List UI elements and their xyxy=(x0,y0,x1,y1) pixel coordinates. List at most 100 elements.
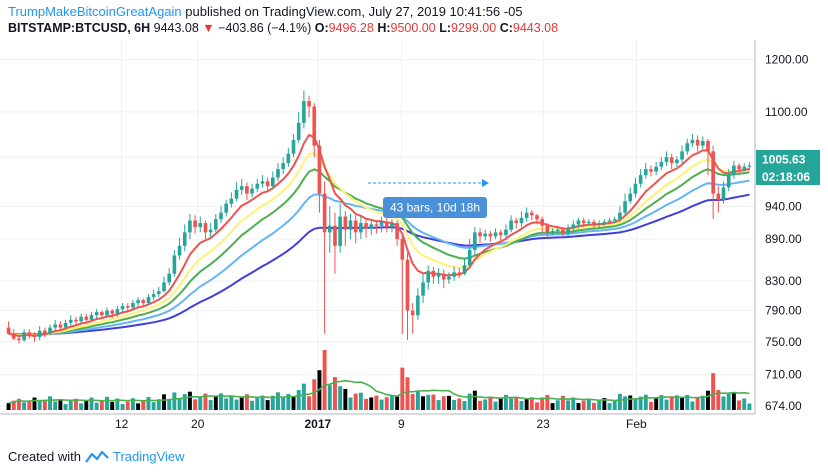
candle-body xyxy=(348,220,353,230)
volume-bar xyxy=(576,403,581,410)
candle-body xyxy=(177,245,182,256)
volume-bar xyxy=(550,403,555,410)
volume-bar xyxy=(493,401,498,410)
volume-bar xyxy=(410,394,415,410)
volume-bar xyxy=(488,396,493,410)
tradingview-brand[interactable]: TradingView xyxy=(112,449,185,464)
candle-body xyxy=(416,295,420,316)
volume-bar xyxy=(260,395,265,410)
candle-body xyxy=(182,232,187,246)
candle-body xyxy=(374,224,379,226)
candle-body xyxy=(612,219,617,221)
time-axis[interactable]: 12 20 2017 9 23 Feb xyxy=(115,417,647,431)
volume-bar xyxy=(16,398,21,410)
candle-body xyxy=(53,324,58,328)
volume-bar xyxy=(338,386,343,410)
volume-bar xyxy=(592,402,596,410)
volume-bar xyxy=(53,401,58,410)
candle-body xyxy=(467,249,472,266)
volume-bar xyxy=(643,394,648,410)
candle-body xyxy=(597,223,601,225)
candle-body xyxy=(586,221,591,224)
candle-body xyxy=(270,177,275,187)
candle-body xyxy=(141,300,146,304)
volume-bar xyxy=(535,402,539,410)
candle-body xyxy=(136,300,140,304)
volume-bar xyxy=(462,401,467,410)
candles xyxy=(6,90,752,344)
volume-bar xyxy=(503,394,508,410)
candle-body xyxy=(224,203,228,213)
measure-tool[interactable]: 43 bars, 10d 18h xyxy=(368,179,489,218)
volume-bar xyxy=(695,397,700,410)
volume-bar xyxy=(27,400,32,410)
ohlc-legend: BITSTAMP:BTCUSD, 6H 9443.08 ▼ −403.86 (−… xyxy=(8,21,558,35)
volume-bar xyxy=(63,404,68,410)
volume-bar xyxy=(136,403,141,410)
volume-bar xyxy=(327,385,332,410)
candle-body xyxy=(172,255,177,274)
candle-body xyxy=(498,232,503,236)
volume-bar xyxy=(182,394,187,410)
candle-body xyxy=(245,186,249,194)
volume-bar xyxy=(560,395,565,410)
volume-bar xyxy=(156,399,161,410)
volume-bar xyxy=(281,397,286,410)
volume-bar xyxy=(79,403,84,410)
candle-body xyxy=(664,157,669,162)
volume-bar xyxy=(389,394,394,410)
candle-body xyxy=(493,232,498,237)
last-price-label: 1005.63 xyxy=(762,153,806,167)
tradingview-logo-icon xyxy=(85,450,109,463)
volume-bar xyxy=(37,401,42,410)
volume-bar xyxy=(291,396,296,410)
candle-body xyxy=(441,273,446,280)
candle-body xyxy=(68,319,73,323)
candle-body xyxy=(571,224,576,229)
candle-body xyxy=(524,212,529,218)
candle-body xyxy=(633,183,638,194)
volume-bar xyxy=(597,400,602,410)
volume-bars xyxy=(6,350,752,410)
volume-bar xyxy=(446,395,451,410)
candle-body xyxy=(229,198,234,204)
candle-body xyxy=(576,220,581,225)
candle-body xyxy=(364,223,368,229)
price-change: −403.86 (−4.1%) xyxy=(218,21,312,35)
candle-body xyxy=(333,225,337,246)
last-price: 9443.08 xyxy=(153,21,199,35)
candle-body xyxy=(74,319,78,322)
author-name[interactable]: TrumpMakeBitcoinGreatAgain xyxy=(8,4,182,19)
volume-bar xyxy=(628,395,633,410)
candle-body xyxy=(167,273,172,283)
volume-bar xyxy=(716,389,721,410)
candle-body xyxy=(421,282,425,296)
candle-body xyxy=(390,223,394,228)
candle-body xyxy=(327,225,332,233)
candle-body xyxy=(462,265,467,274)
price-tick-label: 674.00 xyxy=(765,399,802,413)
candle-body xyxy=(519,217,524,224)
candle-body xyxy=(369,224,374,229)
ema-line xyxy=(8,168,750,336)
candle-body xyxy=(473,232,477,250)
candle-body xyxy=(353,220,358,233)
candle-body xyxy=(276,169,280,178)
candle-body xyxy=(32,335,37,338)
candle-body xyxy=(747,165,752,167)
volume-bar xyxy=(332,377,337,410)
volume-bar xyxy=(747,403,752,410)
ema-line xyxy=(8,193,750,336)
candle-body xyxy=(146,297,151,304)
volume-bar xyxy=(213,395,218,410)
time-tick-label: 23 xyxy=(536,417,550,431)
volume-bar xyxy=(690,401,695,410)
volume-bar xyxy=(255,397,260,410)
candle-body xyxy=(255,183,260,189)
volume-bar xyxy=(731,392,736,410)
measure-label: 43 bars, 10d 18h xyxy=(390,201,480,215)
publish-info: TrumpMakeBitcoinGreatAgain published on … xyxy=(8,4,523,19)
price-tick-label: 710.00 xyxy=(765,368,802,382)
candle-body xyxy=(100,312,104,316)
